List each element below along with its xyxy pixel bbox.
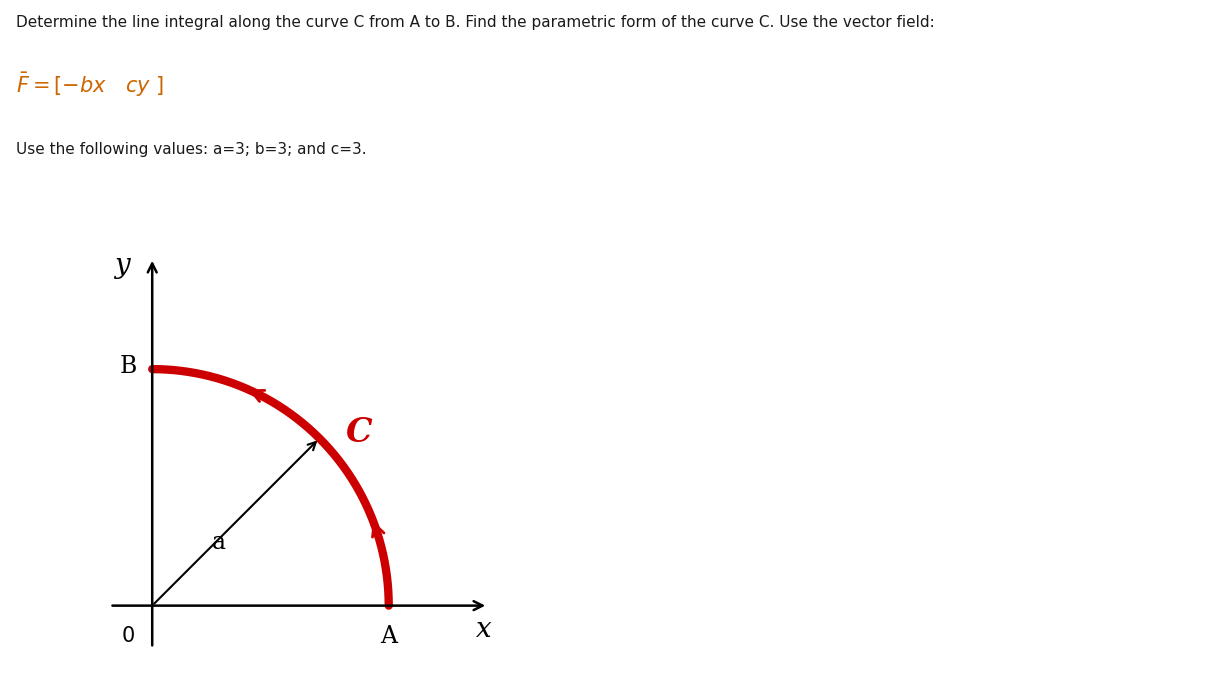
Text: $\bar{F}=\left[-bx\quad cy\ \right]$: $\bar{F}=\left[-bx\quad cy\ \right]$ xyxy=(16,71,164,100)
Text: Determine the line integral along the curve C from A to B. Find the parametric f: Determine the line integral along the cu… xyxy=(16,15,934,30)
Text: A: A xyxy=(380,625,397,648)
Text: Use the following values: a=3; b=3; and c=3.: Use the following values: a=3; b=3; and … xyxy=(16,142,367,157)
Text: 0: 0 xyxy=(122,626,135,646)
Text: a: a xyxy=(213,531,226,553)
Text: C: C xyxy=(345,416,372,449)
Text: y: y xyxy=(114,252,129,279)
Text: B: B xyxy=(120,355,137,378)
Text: x: x xyxy=(475,616,491,643)
